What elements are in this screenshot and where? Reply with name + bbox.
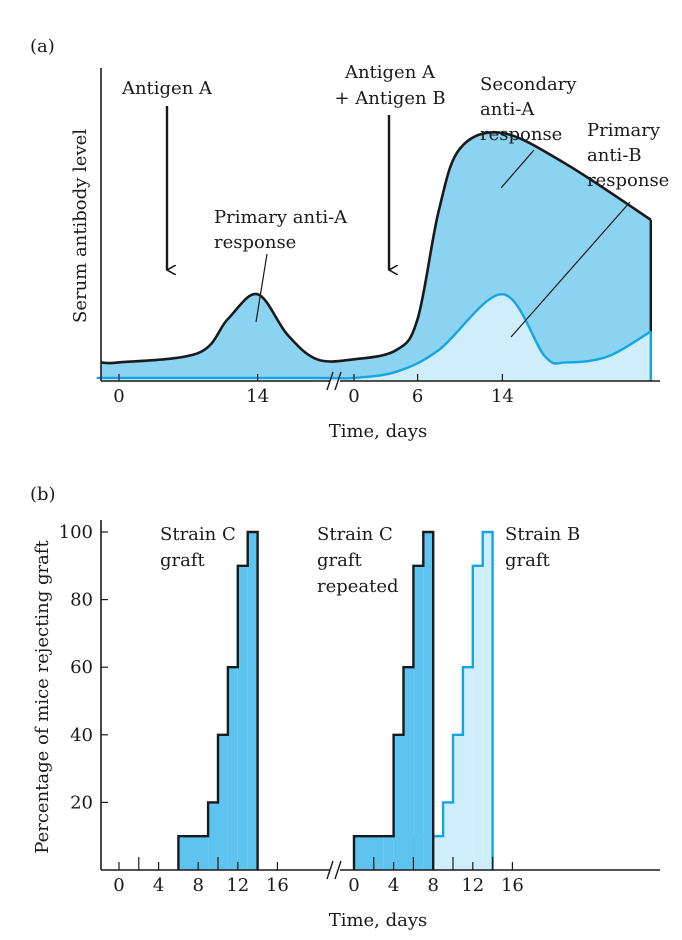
series-0-bar-2 xyxy=(218,734,228,870)
panel-b-y-ticks: 20 40 60 80 100 xyxy=(59,522,108,813)
strain-c-graft-line1: Strain C xyxy=(160,524,236,545)
series-0-bar-1 xyxy=(208,802,218,870)
panel-a-y-axis-title: Serum antibody level xyxy=(70,129,91,323)
primary-anti-a-annotation: Primary anti-A response xyxy=(214,207,348,323)
series-0-bar-3 xyxy=(227,667,238,870)
strain-b-graft-label: Strain B graft xyxy=(505,524,580,571)
panel-a: (a) Serum antibody level 0 14 0 6 14 Time, d… xyxy=(30,36,669,442)
panel-a-x-axis-title: Time, days xyxy=(329,421,428,442)
series-0-bar-5 xyxy=(247,532,258,870)
panel-b-x-axis-title: Time, days xyxy=(329,910,428,931)
series-2-steps xyxy=(412,530,494,870)
secondary-anti-a-line3: response xyxy=(480,124,562,145)
antigen-a-plus-b-label-line2: + Antigen B xyxy=(334,88,445,109)
b-xtick-s2-3-label: 12 xyxy=(461,875,484,896)
anti-b-response-curve xyxy=(96,292,652,380)
primary-anti-b-line3: response xyxy=(587,170,669,191)
primary-anti-b-line2: anti-B xyxy=(587,145,642,166)
b-ytick-1-label: 40 xyxy=(70,725,93,746)
panel-b-x-ticks: 0 4 8 12 16 0 4 8 12 16 xyxy=(113,857,524,896)
anti-a-response-area xyxy=(101,132,651,381)
antigen-a-plus-b-arrow: Antigen A + Antigen B xyxy=(334,62,446,270)
series-0-outline xyxy=(177,530,259,870)
b-xtick-s1-2-label: 8 xyxy=(192,875,203,896)
panel-a-label: (a) xyxy=(30,36,55,57)
panel-b-label: (b) xyxy=(30,484,56,505)
antigen-a-plus-b-label-line1: Antigen A xyxy=(344,62,436,83)
strain-b-graft-line2: graft xyxy=(505,550,551,571)
secondary-anti-a-leader xyxy=(500,149,535,189)
series-0-steps xyxy=(177,530,259,870)
a-tick-s2-1-label: 6 xyxy=(412,386,423,407)
a-tick-s2-2-label: 14 xyxy=(491,386,514,407)
primary-anti-b-leader xyxy=(510,201,631,338)
series-1-bar-3 xyxy=(403,667,414,870)
b-xtick-s2-2-label: 8 xyxy=(427,875,438,896)
panel-b-step-series xyxy=(177,530,494,870)
panel-b: (b) Percentage of mice rejecting graft 2… xyxy=(30,484,660,931)
b-xtick-s1-3-label: 12 xyxy=(226,875,249,896)
a-tick-s1-1-label: 14 xyxy=(246,386,269,407)
secondary-anti-a-line2: anti-A xyxy=(480,99,535,120)
a-tick-s1-0-label: 0 xyxy=(113,386,124,407)
panel-a-x-ticks: 0 14 0 6 14 xyxy=(113,374,514,407)
secondary-anti-a-line1: Secondary xyxy=(480,74,577,95)
primary-anti-b-annotation: Primary anti-B response xyxy=(510,120,669,338)
strain-c-graft-repeated-label: Strain C graft repeated xyxy=(317,524,399,597)
strain-c-graft-line2: graft xyxy=(160,550,206,571)
panel-a-curves xyxy=(96,131,652,381)
series-2-bar-2 xyxy=(453,734,463,870)
b-ytick-4-label: 100 xyxy=(59,522,93,543)
series-1-outline xyxy=(352,530,435,870)
anti-b-response-area xyxy=(97,294,651,381)
primary-anti-a-line2: response xyxy=(214,232,296,253)
strain-c-repeated-line3: repeated xyxy=(317,576,399,597)
strain-c-graft-label: Strain C graft xyxy=(160,524,236,571)
b-xtick-s2-1-label: 4 xyxy=(388,875,399,896)
series-2-bar-5 xyxy=(482,532,493,870)
a-tick-s2-0-label: 0 xyxy=(348,386,359,407)
antigen-a-arrow: Antigen A xyxy=(121,78,213,270)
primary-anti-b-line1: Primary xyxy=(587,120,661,141)
anti-a-response-curve xyxy=(100,131,652,365)
antigen-a-label: Antigen A xyxy=(121,78,213,99)
primary-anti-a-line1: Primary anti-A xyxy=(214,207,348,228)
strain-c-repeated-line1: Strain C xyxy=(317,524,393,545)
series-0-bar-0 xyxy=(178,836,209,870)
series-1-steps xyxy=(352,530,435,870)
series-2-outline xyxy=(412,530,494,870)
b-ytick-2-label: 60 xyxy=(70,657,93,678)
b-xtick-s2-4-label: 16 xyxy=(501,875,524,896)
series-2-bar-1 xyxy=(443,802,453,870)
b-xtick-s1-1-label: 4 xyxy=(153,875,164,896)
b-ytick-3-label: 80 xyxy=(70,590,93,611)
b-xtick-s1-4-label: 16 xyxy=(266,875,289,896)
b-xtick-s2-0-label: 0 xyxy=(348,875,359,896)
primary-anti-a-leader xyxy=(255,253,268,323)
series-1-bar-0 xyxy=(354,836,384,870)
secondary-anti-a-annotation: Secondary anti-A response xyxy=(480,74,577,189)
panel-b-y-axis-title: Percentage of mice rejecting graft xyxy=(32,540,53,854)
series-1-bar-1 xyxy=(383,836,394,870)
series-1-bar-2 xyxy=(393,734,404,870)
b-xtick-s1-0-label: 0 xyxy=(113,875,124,896)
strain-c-repeated-line2: graft xyxy=(317,550,363,571)
series-2-bar-3 xyxy=(462,667,473,870)
panel-b-axis-break xyxy=(326,860,342,880)
series-1-bar-4 xyxy=(413,565,424,870)
series-2-bar-4 xyxy=(472,565,483,870)
series-0-bar-4 xyxy=(237,565,248,870)
panel-a-axis-break xyxy=(326,371,342,391)
b-ytick-0-label: 20 xyxy=(70,792,93,813)
strain-b-graft-line1: Strain B xyxy=(505,524,580,545)
series-1-bar-5 xyxy=(423,532,434,870)
